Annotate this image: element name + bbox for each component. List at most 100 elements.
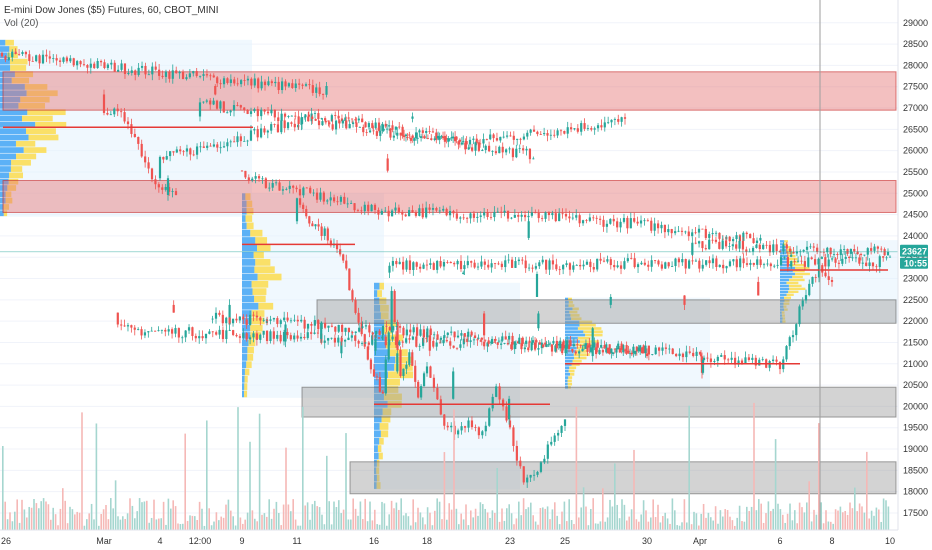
candle-up — [615, 348, 618, 353]
candle-up — [228, 304, 231, 325]
profile-bar-down — [377, 445, 382, 452]
candle-up — [364, 342, 367, 344]
volume-bar — [230, 510, 232, 530]
candle-up — [185, 148, 189, 152]
candle-up — [553, 435, 556, 442]
candle-up — [330, 115, 333, 122]
volume-bar — [326, 455, 328, 530]
volume-bar — [30, 507, 33, 530]
profile-bar-up — [565, 376, 569, 379]
candle-up — [117, 69, 120, 72]
candle-down — [360, 322, 363, 335]
candle-up — [491, 396, 494, 409]
time-tick-label: 18 — [422, 536, 432, 546]
volume-indicator-label[interactable]: Vol (20) — [4, 18, 39, 29]
candle-up — [537, 313, 540, 329]
candle-down — [657, 260, 660, 265]
symbol-title[interactable]: E-mini Dow Jones ($5) Futures, 60, CBOT_… — [4, 5, 219, 16]
candle-up — [442, 340, 445, 344]
candle-down — [602, 260, 606, 262]
profile-bar-up — [0, 77, 12, 84]
candle-down — [216, 144, 219, 148]
candle-up — [600, 345, 603, 348]
candle-up — [254, 176, 257, 179]
price-tick-label: 28500 — [903, 39, 928, 49]
candle-down — [345, 260, 348, 269]
volume-bar — [210, 525, 213, 530]
candle-down — [510, 344, 513, 350]
resistance-zone — [2, 179, 897, 213]
candle-up — [435, 342, 438, 347]
volume-bar — [647, 521, 650, 530]
volume-bar — [546, 506, 549, 530]
candle-down — [123, 325, 126, 327]
volume-bar — [801, 507, 803, 530]
candle-down — [803, 261, 806, 267]
candle-up — [246, 78, 250, 81]
candle-down — [263, 109, 266, 112]
candle-down — [228, 317, 231, 324]
candle-down — [157, 184, 160, 188]
candle-up — [300, 319, 303, 322]
support-zone — [349, 461, 897, 495]
candle-up — [809, 246, 812, 248]
profile-bar-down — [251, 280, 269, 288]
profile-bar-up — [242, 375, 245, 383]
candle-down — [704, 248, 707, 250]
volume-bar — [758, 499, 760, 530]
candle-up — [495, 386, 498, 397]
candle-down — [769, 263, 772, 267]
price-tick-label: 26500 — [903, 124, 928, 134]
candle-up — [580, 123, 583, 132]
candle-up — [253, 78, 256, 86]
candle-down — [58, 60, 62, 62]
profile-bar-down — [379, 282, 384, 290]
candle-down — [528, 340, 531, 343]
candle-down — [561, 344, 564, 354]
profile-bar-down — [255, 259, 271, 266]
volume-bar — [107, 519, 110, 530]
volume-bar — [707, 512, 710, 530]
candle-down — [373, 204, 377, 210]
candle-up — [534, 266, 538, 269]
candle-down — [164, 329, 167, 332]
candle-down — [372, 369, 376, 377]
volume-bar — [441, 519, 443, 530]
price-tick-label: 21500 — [903, 337, 928, 347]
volume-bar — [448, 503, 450, 530]
volume-bar — [822, 523, 825, 530]
candle-up — [545, 344, 548, 348]
candle-down — [521, 337, 524, 344]
profile-bar-down — [28, 134, 59, 141]
candle-up — [405, 260, 408, 270]
candle-down — [360, 210, 363, 212]
volume-bar — [395, 502, 398, 530]
candle-down — [386, 158, 389, 171]
candle-up — [654, 347, 657, 355]
candle-up — [459, 344, 462, 348]
candle-down — [369, 359, 373, 370]
profile-bar-down — [245, 215, 253, 222]
profile-bar-down — [567, 382, 573, 386]
volume-bar — [820, 502, 822, 530]
candle-down — [329, 240, 332, 246]
candle-up — [634, 350, 637, 355]
candle-down — [521, 259, 524, 261]
candle-up — [796, 260, 800, 262]
candle-up — [226, 112, 229, 114]
profile-bar-down — [376, 467, 380, 475]
profile-bar-up — [565, 336, 578, 340]
price-tick-label: 28000 — [903, 60, 928, 70]
price-tick-label: 29000 — [903, 18, 928, 28]
volume-bar — [249, 441, 251, 530]
candle-up — [508, 335, 511, 340]
profile-bar-up — [780, 293, 787, 296]
candle-down — [493, 263, 497, 265]
candle-down — [350, 118, 354, 120]
candle-down — [488, 145, 491, 152]
candle-down — [759, 259, 762, 266]
profile-bar-down — [244, 383, 248, 390]
volume-bar — [282, 504, 285, 530]
